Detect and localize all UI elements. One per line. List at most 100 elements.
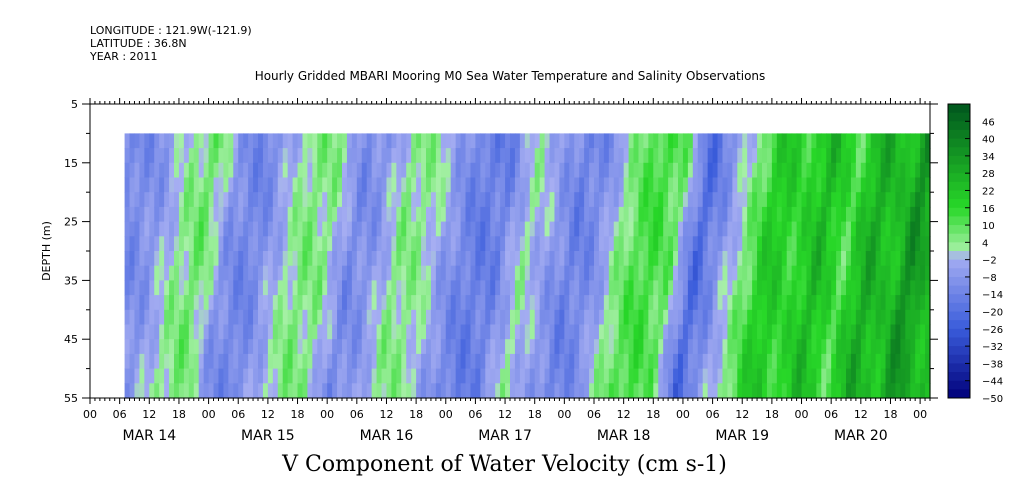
- heatmap-cell: [174, 177, 180, 193]
- heatmap-cell: [139, 221, 145, 237]
- heatmap-cell: [846, 295, 852, 311]
- heatmap-cell: [855, 309, 862, 326]
- heatmap-cell: [396, 339, 402, 355]
- heatmap-cell: [193, 265, 200, 281]
- heatmap-cell: [826, 383, 832, 399]
- heatmap-cell: [159, 192, 165, 208]
- heatmap-cell: [307, 133, 313, 149]
- heatmap-cell: [781, 368, 788, 384]
- heatmap-cell: [386, 236, 393, 252]
- heatmap-cell: [697, 236, 704, 252]
- heatmap-cell: [223, 309, 229, 326]
- heatmap-cell: [391, 221, 397, 237]
- heatmap-cell: [406, 324, 412, 340]
- heatmap-cell: [139, 353, 145, 370]
- heatmap-cell: [475, 148, 481, 164]
- heatmap-cell: [702, 265, 709, 281]
- heatmap-cell: [253, 192, 259, 208]
- heatmap-cell: [411, 206, 417, 223]
- heatmap-cell: [762, 221, 768, 237]
- heatmap-cell: [757, 368, 763, 384]
- colorbar-frame: [947, 103, 971, 399]
- heatmap-cell: [692, 177, 699, 193]
- heatmap-cell: [766, 383, 773, 399]
- heatmap-cell: [396, 162, 402, 179]
- heatmap-cell: [594, 236, 600, 252]
- heatmap-cell: [673, 236, 679, 252]
- heatmap-cell: [460, 133, 467, 149]
- heatmap-cell: [826, 162, 832, 179]
- heatmap-cell: [149, 251, 155, 267]
- heatmap-cell: [712, 221, 719, 237]
- heatmap-cell: [505, 368, 511, 384]
- heatmap-cell: [564, 368, 570, 384]
- heatmap-cell: [346, 368, 353, 384]
- heatmap-cell: [697, 221, 704, 237]
- heatmap-cell: [717, 236, 724, 252]
- heatmap-cell: [282, 295, 289, 311]
- heatmap-cell: [722, 368, 729, 384]
- heatmap-cell: [440, 192, 447, 208]
- heatmap-cell: [712, 192, 719, 208]
- heatmap-cell: [598, 265, 605, 281]
- heatmap-cell: [806, 368, 813, 384]
- heatmap-cell: [574, 280, 580, 296]
- heatmap-cell: [307, 383, 313, 399]
- heatmap-cell: [500, 368, 506, 384]
- heatmap-cell: [603, 280, 610, 296]
- heatmap-cell: [396, 236, 402, 252]
- heatmap-cell: [514, 148, 521, 164]
- heatmap-cell: [381, 251, 388, 267]
- heatmap-cell: [781, 324, 788, 340]
- heatmap-cell: [396, 295, 402, 311]
- heatmap-cell: [732, 148, 738, 164]
- heatmap-cell: [702, 133, 709, 149]
- heatmap-cell: [435, 309, 442, 326]
- heatmap-cell: [460, 177, 467, 193]
- heatmap-cell: [643, 177, 649, 193]
- heatmap-cell: [890, 280, 897, 296]
- heatmap-cell: [831, 206, 837, 223]
- heatmap-cell: [816, 221, 822, 237]
- heatmap-cell: [490, 162, 496, 179]
- heatmap-cell: [490, 206, 496, 223]
- heatmap-cell: [633, 353, 640, 370]
- heatmap-cell: [727, 177, 733, 193]
- heatmap-field: [124, 133, 931, 399]
- heatmap-cell: [193, 368, 200, 384]
- heatmap-cell: [218, 353, 225, 370]
- heatmap-cell: [865, 206, 872, 223]
- heatmap-cell: [752, 133, 758, 149]
- heatmap-cell: [505, 339, 511, 355]
- heatmap-cell: [529, 192, 536, 208]
- heatmap-cell: [297, 236, 304, 252]
- heatmap-cell: [510, 177, 516, 193]
- heatmap-cell: [322, 280, 328, 296]
- heatmap-cell: [421, 309, 427, 326]
- heatmap-cell: [193, 339, 200, 355]
- heatmap-cell: [243, 280, 249, 296]
- heatmap-cell: [470, 192, 477, 208]
- heatmap-cell: [376, 148, 383, 164]
- heatmap-cell: [559, 206, 565, 223]
- heatmap-cell: [332, 148, 338, 164]
- heatmap-cell: [465, 192, 472, 208]
- heatmap-cell: [801, 236, 808, 252]
- heatmap-cell: [766, 221, 773, 237]
- heatmap-cell: [786, 133, 793, 149]
- heatmap-cell: [846, 251, 852, 267]
- heatmap-cell: [569, 280, 575, 296]
- heatmap-cell: [658, 162, 664, 179]
- heatmap-cell: [608, 339, 615, 355]
- heatmap-cell: [920, 309, 926, 326]
- heatmap-cell: [900, 206, 906, 223]
- heatmap-cell: [272, 280, 279, 296]
- heatmap-cell: [638, 148, 645, 164]
- heatmap-cell: [208, 177, 215, 193]
- heatmap-cell: [589, 324, 595, 340]
- heatmap-cell: [702, 353, 709, 370]
- heatmap-cell: [762, 192, 768, 208]
- heatmap-cell: [243, 206, 249, 223]
- heatmap-cell: [470, 133, 477, 149]
- heatmap-cell: [811, 368, 817, 384]
